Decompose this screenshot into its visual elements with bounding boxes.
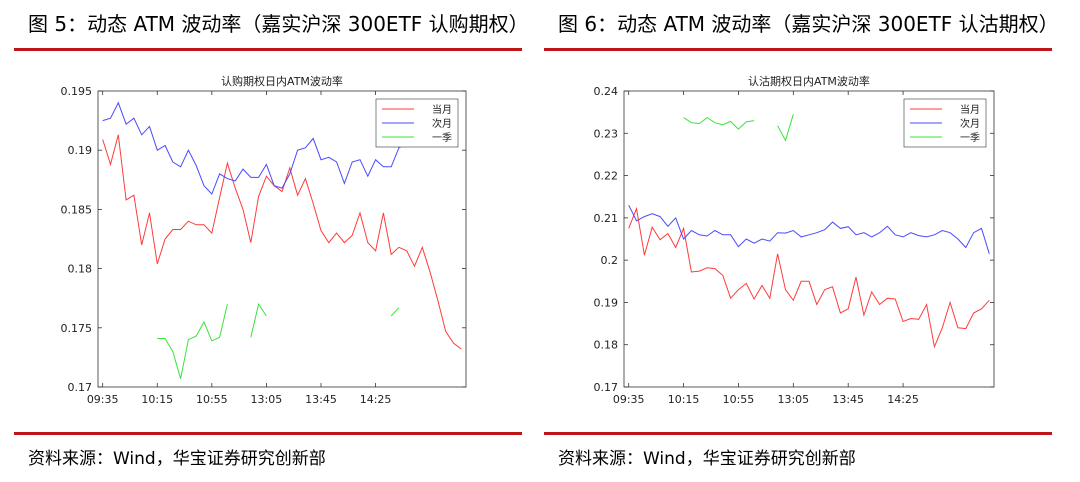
x-tick-label: 10:55 bbox=[723, 393, 755, 406]
legend-label: 次月 bbox=[960, 117, 980, 130]
y-tick-label: 0.23 bbox=[594, 127, 619, 140]
x-tick-label: 10:55 bbox=[196, 393, 228, 406]
chart-title: 认购期权日内ATM波动率 bbox=[221, 74, 343, 88]
y-tick-label: 0.17 bbox=[594, 381, 619, 394]
figure-6-panel: 图 6：动态 ATM 波动率（嘉实沪深 300ETF 认沽期权） 认沽期权日内A… bbox=[544, 0, 1064, 482]
x-tick-label: 10:15 bbox=[668, 393, 700, 406]
x-tick-label: 13:45 bbox=[305, 393, 337, 406]
y-tick-label: 0.195 bbox=[61, 85, 93, 98]
chart-title: 认沽期权日内ATM波动率 bbox=[748, 74, 870, 88]
series-line-一季 bbox=[157, 303, 228, 379]
figure-6-source: 资料来源：Wind，华宝证券研究创新部 bbox=[558, 449, 856, 469]
legend-label: 当月 bbox=[432, 103, 452, 116]
top-divider bbox=[14, 48, 522, 51]
plot-frame bbox=[623, 90, 995, 388]
top-divider bbox=[544, 48, 1052, 51]
legend-label: 一季 bbox=[432, 132, 452, 144]
y-tick-label: 0.175 bbox=[61, 322, 93, 335]
put-iv-chart: 认沽期权日内ATM波动率 0.17 0.18 0.19 0.2 0.21 0.22 0.23 0… bbox=[594, 74, 995, 406]
figure-5-panel: 图 5：动态 ATM 波动率（嘉实沪深 300ETF 认购期权） 认购期权日内A… bbox=[14, 0, 534, 482]
figure-5-source: 资料来源：Wind，华宝证券研究创新部 bbox=[28, 449, 326, 469]
x-tick-label: 09:35 bbox=[613, 393, 645, 406]
y-tick-label: 0.18 bbox=[594, 339, 619, 352]
y-tick-label: 0.17 bbox=[68, 381, 93, 394]
plot-frame bbox=[97, 90, 467, 388]
x-tick-label: 13:05 bbox=[251, 393, 283, 406]
series-line-次月 bbox=[628, 204, 990, 254]
y-tick-label: 0.24 bbox=[594, 85, 619, 98]
bottom-divider bbox=[14, 432, 522, 435]
series-line-次月 bbox=[102, 101, 423, 195]
series-line-一季 bbox=[777, 114, 794, 142]
y-tick-label: 0.21 bbox=[594, 212, 619, 225]
series-line-当月 bbox=[102, 134, 462, 350]
y-tick-label: 0.185 bbox=[61, 203, 93, 216]
call-iv-chart: 认购期权日内ATM波动率 0.17 0.175 0.18 0.185 0.19 0.195 0… bbox=[61, 74, 467, 406]
y-tick-label: 0.18 bbox=[68, 263, 93, 276]
series-line-当月 bbox=[628, 206, 990, 349]
y-tick-label: 0.22 bbox=[594, 170, 619, 183]
series-line-一季 bbox=[390, 307, 400, 317]
x-tick-label: 14:25 bbox=[887, 393, 919, 406]
y-tick-label: 0.19 bbox=[68, 144, 93, 157]
series-line-一季 bbox=[250, 302, 267, 338]
figure-6-title: 图 6：动态 ATM 波动率（嘉实沪深 300ETF 认沽期权） bbox=[558, 12, 1059, 36]
x-tick-label: 13:45 bbox=[832, 393, 864, 406]
bottom-divider bbox=[544, 432, 1052, 435]
x-tick-label: 09:35 bbox=[87, 393, 119, 406]
legend-label: 当月 bbox=[960, 103, 980, 116]
figure-5-title: 图 5：动态 ATM 波动率（嘉实沪深 300ETF 认购期权） bbox=[28, 12, 529, 36]
x-tick-label: 13:05 bbox=[777, 393, 809, 406]
series-line-一季 bbox=[683, 116, 755, 130]
y-tick-label: 0.19 bbox=[594, 296, 619, 309]
legend-label: 一季 bbox=[960, 132, 980, 144]
x-tick-label: 14:25 bbox=[360, 393, 392, 406]
y-tick-label: 0.2 bbox=[601, 254, 619, 267]
x-tick-label: 10:15 bbox=[141, 393, 173, 406]
legend-label: 次月 bbox=[432, 117, 452, 130]
